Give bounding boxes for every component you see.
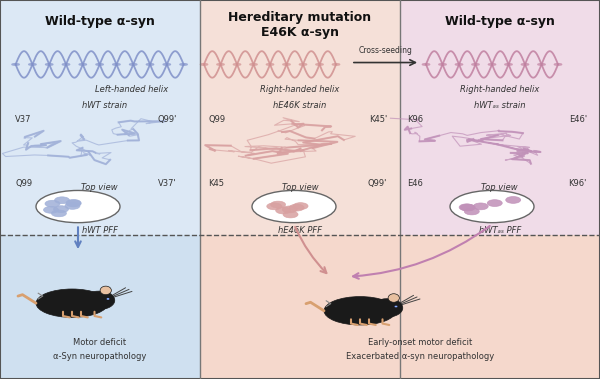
Text: K45': K45' <box>369 115 387 124</box>
Ellipse shape <box>464 208 479 215</box>
Text: Motor deficit: Motor deficit <box>73 338 126 348</box>
Ellipse shape <box>252 190 336 223</box>
Text: K45: K45 <box>208 179 224 188</box>
Ellipse shape <box>36 190 120 223</box>
Ellipse shape <box>106 298 110 300</box>
Text: hWT strain: hWT strain <box>82 101 128 110</box>
Ellipse shape <box>473 203 488 210</box>
Text: Wild-type α-syn: Wild-type α-syn <box>445 15 555 28</box>
Ellipse shape <box>388 294 400 302</box>
Text: Top view: Top view <box>281 183 319 192</box>
FancyBboxPatch shape <box>0 0 200 235</box>
Ellipse shape <box>53 206 68 213</box>
Text: hWTₐₛ strain: hWTₐₛ strain <box>474 101 526 110</box>
Text: Q99': Q99' <box>368 179 387 188</box>
Text: Top view: Top view <box>81 183 118 192</box>
Ellipse shape <box>83 291 115 310</box>
FancyBboxPatch shape <box>0 235 200 379</box>
FancyBboxPatch shape <box>200 0 400 235</box>
Text: Q99: Q99 <box>15 179 32 188</box>
Text: hE46K strain: hE46K strain <box>274 101 326 110</box>
Text: Left-handed helix: Left-handed helix <box>95 85 168 94</box>
Text: V37': V37' <box>158 179 177 188</box>
Text: K96: K96 <box>407 115 423 124</box>
Ellipse shape <box>371 299 403 317</box>
Ellipse shape <box>100 286 112 295</box>
Ellipse shape <box>55 197 70 204</box>
Text: Right-handed helix: Right-handed helix <box>260 85 340 94</box>
Text: hWT PFF: hWT PFF <box>82 226 118 235</box>
Ellipse shape <box>282 206 297 213</box>
Text: Exacerbated α-syn neuropathology: Exacerbated α-syn neuropathology <box>346 352 494 361</box>
Text: Right-handed helix: Right-handed helix <box>460 85 539 94</box>
Ellipse shape <box>44 207 59 213</box>
Text: Top view: Top view <box>481 183 518 192</box>
Ellipse shape <box>487 200 502 207</box>
Ellipse shape <box>66 200 81 207</box>
Text: Q99': Q99' <box>158 115 177 124</box>
Text: Early-onset motor deficit: Early-onset motor deficit <box>368 338 472 348</box>
Ellipse shape <box>293 203 308 210</box>
Ellipse shape <box>65 202 80 209</box>
Ellipse shape <box>289 204 304 211</box>
Text: Hereditary mutation
E46K α-syn: Hereditary mutation E46K α-syn <box>229 11 371 39</box>
Ellipse shape <box>459 204 474 211</box>
Ellipse shape <box>271 201 286 208</box>
Text: hE46K PFF: hE46K PFF <box>278 226 322 235</box>
Ellipse shape <box>506 197 521 204</box>
Ellipse shape <box>52 210 67 217</box>
Text: Wild-type α-syn: Wild-type α-syn <box>44 15 155 28</box>
Text: K96': K96' <box>568 179 587 188</box>
Text: α-Syn neuropathology: α-Syn neuropathology <box>53 352 146 361</box>
Text: hWTₐₛ PFF: hWTₐₛ PFF <box>479 226 521 235</box>
FancyBboxPatch shape <box>200 235 600 379</box>
Ellipse shape <box>275 207 290 214</box>
Ellipse shape <box>36 289 108 318</box>
Text: Cross-seeding: Cross-seeding <box>359 46 413 55</box>
Text: E46: E46 <box>407 179 422 188</box>
Ellipse shape <box>66 199 81 206</box>
FancyBboxPatch shape <box>400 0 600 235</box>
Text: E46': E46' <box>569 115 587 124</box>
Text: Q99: Q99 <box>208 115 226 124</box>
Ellipse shape <box>394 305 398 308</box>
Ellipse shape <box>45 200 60 207</box>
Ellipse shape <box>267 203 282 210</box>
Text: V37: V37 <box>15 115 32 124</box>
Ellipse shape <box>460 204 475 211</box>
Ellipse shape <box>283 211 298 218</box>
Ellipse shape <box>324 296 396 325</box>
Ellipse shape <box>450 190 534 223</box>
